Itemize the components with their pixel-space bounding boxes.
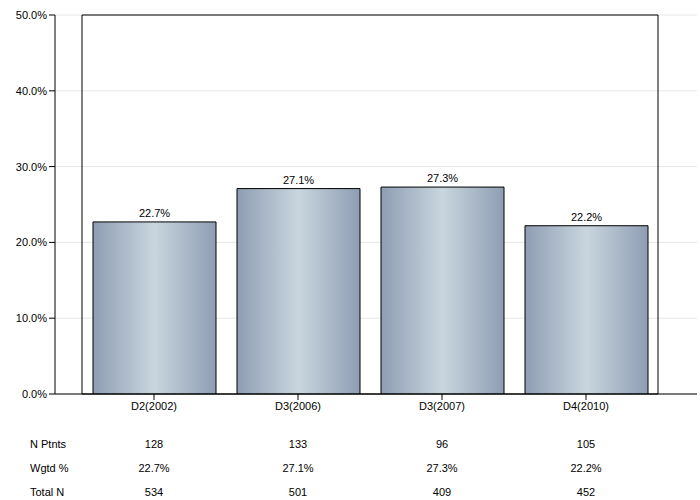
html-text:27.3%: 27.3%	[426, 462, 458, 474]
html-text:128: 128	[144, 438, 164, 450]
html-text:501: 501	[288, 486, 308, 498]
svg-text:27.1%: 27.1%	[283, 174, 314, 186]
svg-text:22.2%: 22.2%	[571, 211, 602, 223]
html-text:22.2%: 22.2%	[570, 462, 602, 474]
html-text:27.1%: 27.1%	[282, 462, 314, 474]
svg-text:0.0%: 0.0%	[22, 388, 47, 400]
svg-text:50.0%: 50.0%	[16, 9, 47, 21]
svg-text:D4(2010): D4(2010)	[563, 400, 609, 412]
html-text:409: 409	[432, 486, 452, 498]
svg-text:20.0%: 20.0%	[16, 236, 47, 248]
html-text:22.7%: 22.7%	[138, 462, 170, 474]
html-text:N Ptnts: N Ptnts	[30, 438, 67, 450]
svg-text:D2(2002): D2(2002)	[131, 400, 177, 412]
html-text:105: 105	[576, 438, 596, 450]
svg-text:40.0%: 40.0%	[16, 85, 47, 97]
svg-text:30.0%: 30.0%	[16, 161, 47, 173]
html-text:Total N: Total N	[30, 486, 65, 498]
html-text:133: 133	[288, 438, 308, 450]
html-text:96: 96	[435, 438, 449, 450]
svg-text:22.7%: 22.7%	[139, 207, 170, 219]
svg-text:D3(2007): D3(2007)	[419, 400, 465, 412]
svg-text:27.3%: 27.3%	[427, 172, 458, 184]
html-text:534: 534	[144, 486, 164, 498]
html-text:Wgtd %: Wgtd %	[30, 462, 69, 474]
svg-text:10.0%: 10.0%	[16, 312, 47, 324]
html-text:452: 452	[576, 486, 596, 498]
svg-text:D3(2006): D3(2006)	[275, 400, 321, 412]
